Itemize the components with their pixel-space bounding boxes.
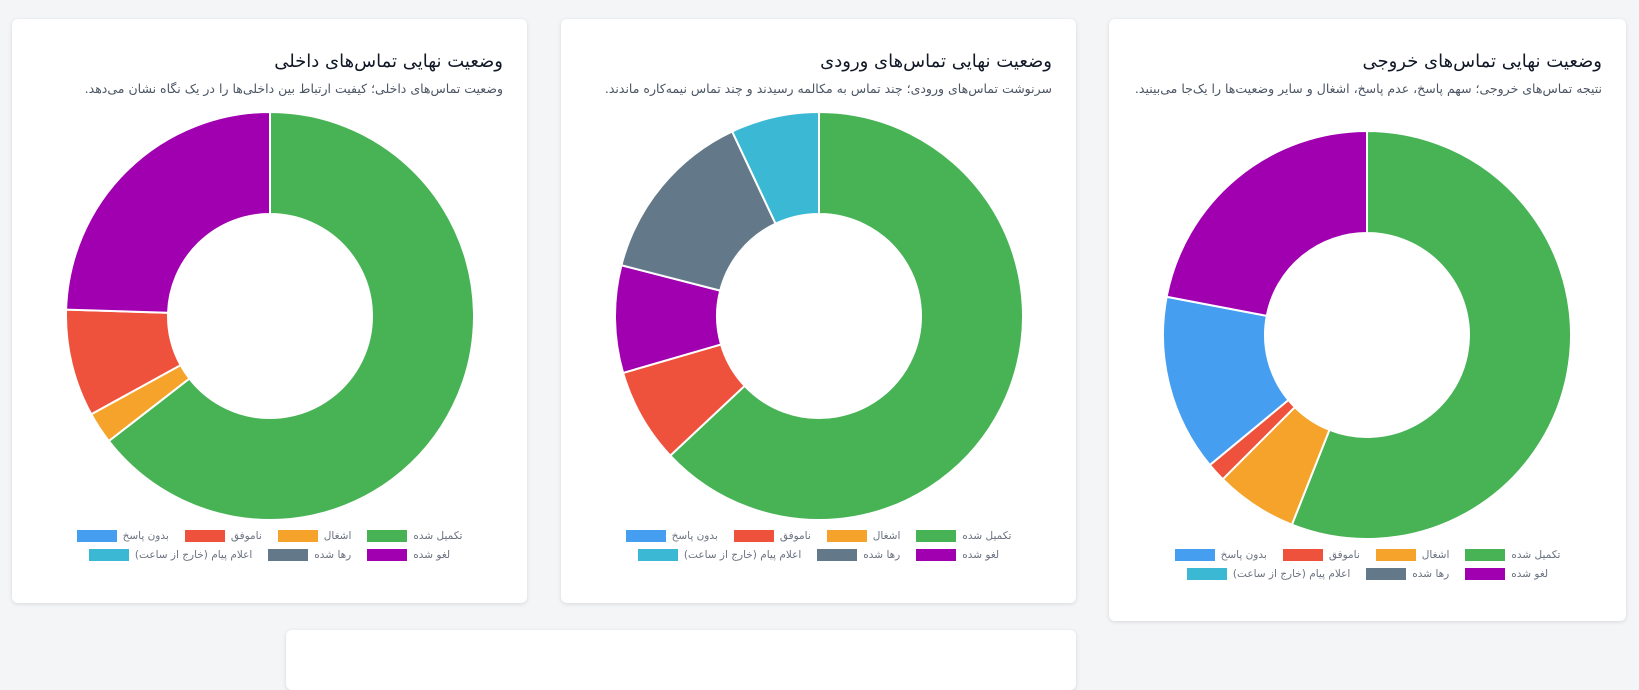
legend-swatch — [277, 530, 318, 542]
legend-item[interactable]: لغو شده — [916, 549, 999, 561]
legend-swatch — [817, 549, 858, 561]
legend-label: اشغال — [1421, 549, 1450, 561]
slice-0[interactable] — [668, 110, 1024, 521]
legend-row: لغو شده رها شده اعلام پیام (خارج از ساعت) — [637, 549, 999, 561]
legend-swatch — [367, 530, 408, 542]
chart-legend: تکمیل شده اشغال ناموفق بدون پاسخ لغو شده رها … — [1109, 549, 1626, 580]
legend-item[interactable]: بدون پاسخ — [76, 530, 169, 542]
chart-legend: تکمیل شده اشغال ناموفق بدون پاسخ لغو شده رها … — [561, 530, 1076, 561]
legend-item[interactable]: رها شده — [817, 549, 900, 561]
internal-donut-chart — [65, 110, 475, 521]
legend-item[interactable]: لغو شده — [1465, 568, 1548, 580]
legend-swatch — [268, 549, 309, 561]
legend-swatch — [1375, 549, 1416, 561]
legend-item[interactable]: رها شده — [268, 549, 351, 561]
legend-swatch — [367, 549, 408, 561]
legend-item[interactable]: ناموفق — [733, 530, 811, 542]
legend-item[interactable]: تکمیل شده — [1465, 549, 1560, 561]
outgoing-donut-chart — [1162, 129, 1572, 540]
legend-item[interactable]: اعلام پیام (خارج از ساعت) — [1186, 568, 1351, 580]
slice-4[interactable] — [1165, 129, 1368, 318]
legend-label: رها شده — [1412, 568, 1450, 580]
legend-swatch — [1366, 568, 1407, 580]
legend-item[interactable]: اعلام پیام (خارج از ساعت) — [637, 549, 802, 561]
legend-label: رها شده — [863, 549, 901, 561]
legend-label: ناموفق — [779, 530, 811, 542]
slice-6[interactable] — [730, 110, 820, 226]
legend-swatch — [637, 549, 678, 561]
legend-swatch — [1174, 549, 1215, 561]
outgoing-calls-card: وضعیت نهایی تماس‌های خروجی نتیجه تماس‌ها… — [1109, 19, 1626, 621]
legend-item[interactable]: بدون پاسخ — [625, 530, 718, 542]
legend-swatch — [1465, 568, 1506, 580]
legend-item[interactable]: لغو شده — [367, 549, 450, 561]
legend-swatch — [826, 530, 867, 542]
chart-legend: تکمیل شده اشغال ناموفق بدون پاسخ لغو شده رها … — [12, 530, 527, 561]
legend-swatch — [1282, 549, 1323, 561]
legend-item[interactable]: اشغال — [1375, 549, 1450, 561]
card-title: وضعیت نهایی تماس‌های خروجی — [1362, 51, 1602, 72]
card-subtitle: نتیجه تماس‌های خروجی؛ سهم پاسخ، عدم پاسخ… — [1134, 81, 1602, 96]
legend-label: تکمیل شده — [1511, 549, 1561, 561]
incoming-donut-chart — [614, 110, 1024, 521]
legend-swatch — [916, 530, 957, 542]
legend-label: تکمیل شده — [962, 530, 1012, 542]
legend-swatch — [76, 530, 117, 542]
legend-swatch — [184, 530, 225, 542]
additional-card — [286, 630, 1076, 690]
legend-label: بدون پاسخ — [122, 530, 169, 542]
slice-4[interactable] — [65, 110, 271, 314]
legend-row: لغو شده رها شده اعلام پیام (خارج از ساعت) — [88, 549, 450, 561]
legend-label: اشغال — [872, 530, 901, 542]
legend-swatch — [625, 530, 666, 542]
legend-item[interactable]: تکمیل شده — [916, 530, 1011, 542]
legend-swatch — [733, 530, 774, 542]
legend-row: تکمیل شده اشغال ناموفق بدون پاسخ — [625, 530, 1011, 542]
slice-3[interactable] — [1162, 295, 1290, 467]
legend-row: تکمیل شده اشغال ناموفق بدون پاسخ — [1174, 549, 1560, 561]
card-subtitle: وضعیت تماس‌های داخلی؛ کیفیت ارتباط بین د… — [84, 81, 503, 96]
legend-label: رها شده — [314, 549, 352, 561]
legend-swatch — [1465, 549, 1506, 561]
incoming-calls-card: وضعیت نهایی تماس‌های ورودی سرنوشت تماس‌ه… — [561, 19, 1076, 603]
legend-swatch — [88, 549, 129, 561]
card-title: وضعیت نهایی تماس‌های داخلی — [274, 51, 503, 72]
legend-item[interactable]: اعلام پیام (خارج از ساعت) — [88, 549, 253, 561]
legend-item[interactable]: اشغال — [277, 530, 352, 542]
slice-0[interactable] — [107, 110, 475, 521]
legend-swatch — [916, 549, 957, 561]
legend-label: لغو شده — [1511, 568, 1549, 580]
legend-item[interactable]: تکمیل شده — [367, 530, 462, 542]
internal-calls-card: وضعیت نهایی تماس‌های داخلی وضعیت تماس‌ها… — [12, 19, 527, 603]
legend-label: بدون پاسخ — [1220, 549, 1267, 561]
legend-item[interactable]: ناموفق — [184, 530, 262, 542]
legend-label: ناموفق — [230, 530, 262, 542]
legend-label: اشغال — [323, 530, 352, 542]
legend-swatch — [1186, 568, 1227, 580]
legend-row: لغو شده رها شده اعلام پیام (خارج از ساعت) — [1186, 568, 1548, 580]
legend-label: لغو شده — [413, 549, 451, 561]
legend-label: اعلام پیام (خارج از ساعت) — [683, 549, 802, 561]
slice-0[interactable] — [1290, 129, 1572, 540]
legend-label: لغو شده — [962, 549, 1000, 561]
legend-item[interactable]: ناموفق — [1282, 549, 1360, 561]
legend-label: اعلام پیام (خارج از ساعت) — [134, 549, 253, 561]
legend-item[interactable]: اشغال — [826, 530, 901, 542]
legend-item[interactable]: بدون پاسخ — [1174, 549, 1267, 561]
card-subtitle: سرنوشت تماس‌های ورودی؛ چند تماس به مکالم… — [604, 81, 1052, 96]
legend-label: تکمیل شده — [413, 530, 463, 542]
card-title: وضعیت نهایی تماس‌های ورودی — [820, 51, 1052, 72]
legend-label: ناموفق — [1328, 549, 1360, 561]
legend-row: تکمیل شده اشغال ناموفق بدون پاسخ — [76, 530, 462, 542]
slice-5[interactable] — [620, 130, 777, 292]
legend-label: اعلام پیام (خارج از ساعت) — [1232, 568, 1351, 580]
legend-item[interactable]: رها شده — [1366, 568, 1449, 580]
legend-label: بدون پاسخ — [671, 530, 718, 542]
